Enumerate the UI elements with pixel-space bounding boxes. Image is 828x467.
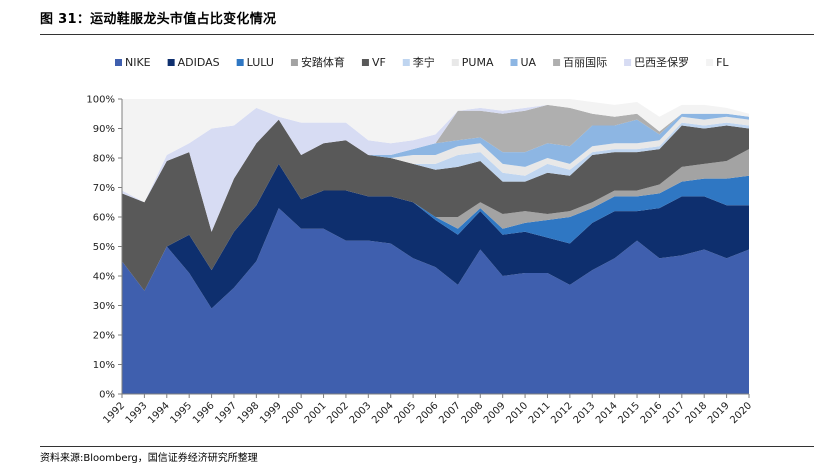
area-series-4 [122, 119, 749, 291]
legend-item-6: PUMA [451, 56, 494, 69]
x-tick-label: 2001 [303, 400, 329, 426]
y-tick-label: 0% [99, 390, 115, 401]
x-tick-label: 2005 [392, 400, 418, 426]
x-tick-label: 2000 [280, 400, 306, 426]
area-series-10 [122, 99, 749, 203]
legend-swatch [706, 59, 714, 66]
legend-item-4: VF [361, 56, 386, 69]
y-tick-label: 60% [93, 213, 115, 224]
legend-item-3: 安踏体育 [290, 55, 345, 69]
x-tick-label: 2018 [684, 400, 710, 426]
x-tick-label: 1995 [169, 400, 195, 426]
legend-item-8: 百丽国际 [553, 56, 607, 69]
x-tick-label: 2015 [616, 400, 642, 426]
legend-label: PUMA [462, 56, 494, 69]
x-tick-label: 2004 [370, 400, 396, 426]
source-note: 资料来源:Bloomberg，国信证券经济研究所整理 [40, 453, 258, 464]
x-tick-label: 2016 [639, 400, 665, 426]
legend-label: ADIDAS [178, 56, 220, 69]
legend-label: VF [372, 56, 386, 69]
legend-item-7: UA [510, 56, 537, 69]
legend-item-1: ADIDAS [167, 56, 220, 69]
legend-item-9: 巴西圣保罗 [624, 55, 689, 69]
legend-swatch [361, 59, 369, 66]
y-tick-label: 40% [93, 272, 115, 283]
x-tick-label: 2011 [527, 400, 553, 426]
y-tick-label: 80% [93, 154, 115, 165]
y-tick-label: 100% [86, 95, 115, 106]
y-tick-label: 10% [93, 360, 115, 371]
x-tick-label: 2007 [437, 400, 463, 426]
legend-swatch [553, 59, 561, 66]
x-tick-label: 2009 [482, 400, 508, 426]
legend: NIKE ADIDAS LULU 安踏体育 VF 李宁 PUMA UA 百丽国际 巴西圣保罗 FL [115, 55, 729, 69]
x-tick-label: 1994 [146, 400, 172, 426]
legend-label: NIKE [125, 56, 151, 69]
title-rule [40, 34, 814, 35]
legend-label: UA [521, 56, 537, 69]
x-tick-label: 2002 [325, 400, 351, 426]
legend-label: LULU [247, 56, 274, 69]
x-tick-label: 2006 [415, 400, 441, 426]
legend-label: 巴西圣保罗 [634, 55, 689, 69]
y-tick-label: 30% [93, 301, 115, 312]
x-tick-label: 1997 [213, 400, 239, 426]
legend-swatch [510, 59, 518, 66]
y-tick-label: 50% [93, 242, 115, 253]
x-tick-label: 2014 [594, 400, 620, 426]
x-tick-label: 1996 [191, 400, 217, 426]
plot-areas [122, 99, 749, 394]
legend-swatch [290, 59, 298, 66]
legend-label: 百丽国际 [563, 56, 607, 69]
x-tick-label: 2019 [706, 400, 732, 426]
stacked-area-chart: NIKE ADIDAS LULU 安踏体育 VF 李宁 PUMA UA 百丽国际 巴西圣保罗 FL … [86, 55, 754, 426]
x-tick-label: 2003 [348, 400, 374, 426]
x-tick-label: 2017 [661, 400, 687, 426]
source-rule [40, 446, 814, 447]
legend-swatch [402, 59, 410, 66]
x-tick-label: 2020 [728, 400, 754, 426]
figure-title: 图 31：运动鞋服龙头市值占比变化情况 [40, 12, 277, 27]
x-tick-label: 2012 [549, 400, 575, 426]
legend-item-2: LULU [236, 56, 274, 69]
legend-label: 安踏体育 [301, 55, 345, 69]
y-tick-label: 70% [93, 183, 115, 194]
x-tick-label: 2010 [504, 400, 530, 426]
y-tick-label: 20% [93, 331, 115, 342]
legend-label: 李宁 [413, 55, 435, 69]
area-series-7 [122, 113, 749, 232]
x-tick-label: 2008 [460, 400, 486, 426]
x-tick-label: 1999 [258, 400, 284, 426]
y-tick-label: 90% [93, 124, 115, 135]
legend-item-0: NIKE [115, 56, 151, 69]
legend-swatch [451, 59, 459, 66]
x-tick-label: 1998 [236, 400, 262, 426]
x-tick-label: 1993 [124, 400, 150, 426]
legend-swatch [167, 59, 175, 66]
legend-swatch [236, 59, 244, 66]
x-tick-label: 1992 [101, 400, 127, 426]
legend-swatch [115, 59, 122, 66]
legend-swatch [624, 59, 632, 66]
legend-label: FL [716, 56, 729, 69]
x-tick-label: 2013 [572, 400, 598, 426]
area-series-1 [122, 163, 749, 309]
legend-item-10: FL [706, 56, 729, 69]
area-series-0 [122, 208, 749, 394]
legend-item-5: 李宁 [402, 55, 435, 69]
